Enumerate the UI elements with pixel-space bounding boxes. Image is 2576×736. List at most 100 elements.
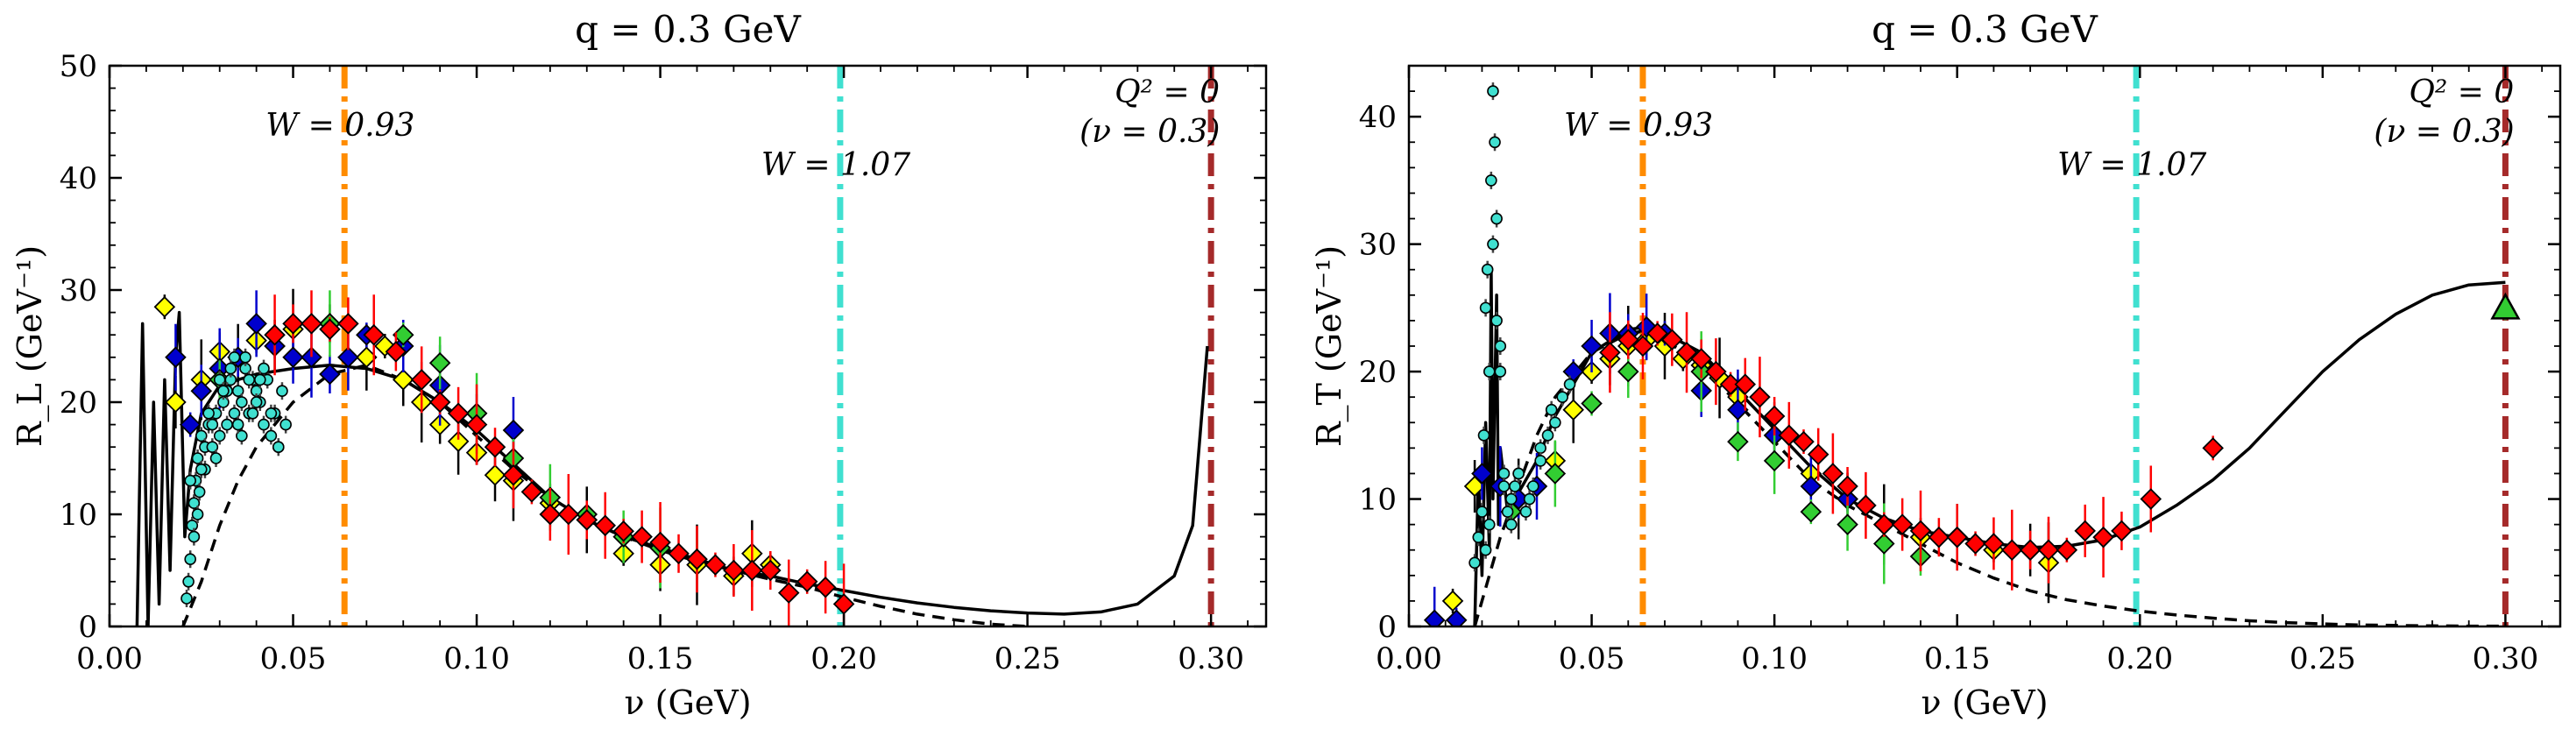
x-tick-label: 0.30 (1178, 641, 1244, 676)
chart-panel-rl: q = 0.3 GeV 0.00 0.05 0.10 0.15 0.20 0.25 0.30 0… (11, 8, 1268, 722)
data-point (447, 430, 470, 453)
vline-label: Q² = 0 (1115, 74, 1220, 110)
data-point (1534, 455, 1546, 467)
y-tick-label: 40 (60, 161, 97, 196)
data-point (1497, 480, 1511, 492)
data-point (1494, 365, 1507, 378)
data-point (1778, 424, 1801, 447)
vline-label: W = 0.93 (265, 108, 414, 144)
series-5 (2490, 292, 2521, 321)
data-point (502, 419, 525, 442)
data-point (2056, 539, 2078, 562)
data-point (668, 542, 690, 565)
x-tick-label: 0.00 (1376, 641, 1442, 676)
data-point (213, 429, 226, 442)
y-axis-label: R_T (GeV⁻¹) (1310, 245, 1349, 447)
data-point (2140, 488, 2162, 510)
data-point (1490, 315, 1503, 327)
x-tick-label: 0.00 (76, 641, 143, 676)
data-point (1763, 405, 1786, 428)
data-point (686, 548, 708, 570)
data-point (1519, 506, 1532, 518)
y-tick-label: 20 (60, 386, 97, 421)
x-tick-label: 0.05 (1559, 641, 1625, 676)
data-point (1441, 590, 1464, 612)
data-point (1749, 386, 1771, 408)
data-point (465, 414, 488, 435)
data-point (1807, 443, 1829, 465)
data-point (191, 508, 204, 520)
data-point (1512, 467, 1525, 480)
data-point (1727, 430, 1749, 453)
data-point (193, 485, 206, 499)
data-point (1541, 429, 1554, 442)
data-point (319, 318, 341, 341)
data-point (246, 407, 259, 420)
data-point (484, 435, 506, 458)
data-point (2490, 292, 2521, 320)
data-point (188, 530, 201, 543)
data-point (385, 341, 407, 363)
x-tick-label: 0.10 (1741, 641, 1808, 676)
data-point (2092, 526, 2114, 548)
data-point (631, 526, 653, 548)
data-point (272, 441, 285, 454)
data-point (195, 463, 208, 476)
data-point (2202, 437, 2224, 459)
data-point (1534, 442, 1546, 455)
data-point (236, 396, 248, 408)
data-point (282, 346, 304, 369)
data-point (2001, 539, 2023, 562)
data-point (1485, 174, 1497, 187)
data-point (165, 346, 187, 369)
vline-label: W = 0.93 (1564, 108, 1713, 144)
data-point (186, 519, 199, 532)
data-point (202, 407, 215, 420)
series-4 (1468, 82, 1576, 572)
data-point (265, 407, 278, 420)
data-point (243, 373, 256, 386)
data-point (1549, 416, 1561, 429)
data-point (1489, 136, 1501, 149)
data-point (1477, 429, 1490, 442)
data-point (392, 323, 414, 346)
data-point (224, 362, 237, 375)
data-point (1675, 341, 1698, 364)
vline-label: W = 1.07 (761, 147, 910, 183)
data-point (484, 464, 506, 486)
plot-area (1423, 66, 2521, 626)
data-point (301, 346, 322, 369)
data-point (741, 559, 763, 582)
data-point (217, 385, 230, 398)
plot-frame (108, 64, 1268, 628)
data-point (1487, 85, 1499, 97)
data-point (1581, 393, 1603, 414)
data-point (428, 351, 451, 374)
y-tick-label: 10 (60, 498, 97, 533)
data-point (165, 391, 187, 414)
data-point (1505, 492, 1518, 506)
data-point (1836, 513, 1858, 535)
data-point (179, 414, 202, 435)
data-point (1505, 518, 1518, 531)
data-point (612, 520, 634, 542)
data-point (1705, 360, 1727, 383)
plot-area (135, 66, 1214, 626)
vline-label: Q² = 0 (2409, 74, 2514, 110)
data-point (1763, 449, 1786, 472)
data-point (1423, 609, 1446, 626)
data-point (1719, 373, 1742, 395)
chart-panel-rt: q = 0.3 GeV 0.00 0.05 0.10 0.15 0.20 0.25 0.30 0… (1310, 8, 2562, 722)
data-point (276, 385, 288, 398)
data-point (1855, 494, 1877, 517)
data-point (1946, 526, 1968, 548)
data-point (2074, 520, 2096, 542)
x-tick-label: 0.30 (2473, 641, 2539, 676)
data-point (1690, 348, 1712, 370)
data-point (280, 418, 292, 431)
curve-solid (1473, 267, 2506, 626)
data-point (410, 369, 433, 391)
data-point (1545, 403, 1558, 416)
x-tick-label: 0.25 (2289, 641, 2356, 676)
